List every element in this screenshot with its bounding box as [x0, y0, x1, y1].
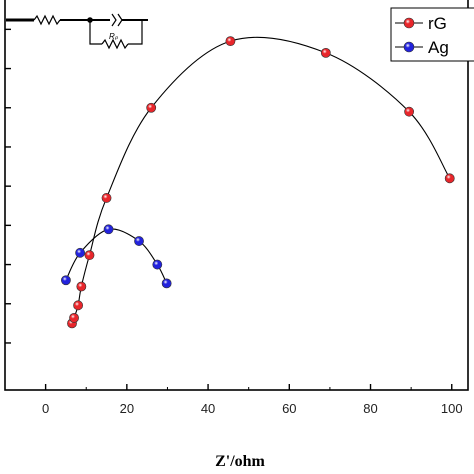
data-point-series-1: [103, 224, 114, 235]
legend: rG Ag: [390, 7, 474, 62]
circuit-branch-right: [128, 20, 143, 45]
legend-marker-rg: [403, 17, 415, 29]
resistor-rs-icon: [33, 14, 61, 26]
data-point-series-0: [84, 250, 95, 261]
legend-marker-ag: [403, 41, 415, 53]
cpe-element-icon: [111, 13, 117, 27]
fit-lines: [65, 36, 451, 324]
cpe-element-icon-2: [117, 13, 123, 27]
circuit-rp-label: Rₚ: [109, 32, 119, 41]
x-axis-ticks: 0 20 40 60 80 100: [4, 384, 463, 416]
equivalent-circuit-inset: [6, 13, 148, 50]
data-point-series-0: [76, 281, 87, 292]
legend-label-rg: rG: [428, 14, 447, 33]
data-point-series-0: [444, 173, 455, 184]
data-points: [61, 36, 455, 329]
x-tick-label: 60: [282, 401, 296, 416]
circuit-branch: [89, 20, 102, 45]
data-point-series-1: [152, 259, 163, 270]
x-tick-label: 40: [201, 401, 215, 416]
plot-frame: [4, 0, 469, 391]
x-axis-title: Z'/ohm: [215, 453, 265, 470]
x-tick-label: 0: [42, 401, 49, 416]
data-point-series-0: [404, 106, 415, 117]
data-point-series-0: [225, 36, 236, 47]
data-point-series-1: [75, 247, 86, 258]
data-point-series-0: [101, 193, 112, 203]
x-tick-label: 80: [363, 401, 377, 416]
data-point-series-0: [69, 312, 79, 323]
data-point-series-1: [161, 278, 172, 289]
data-point-series-1: [61, 275, 71, 286]
x-tick-label: 20: [120, 401, 134, 416]
data-point-series-0: [73, 300, 84, 311]
data-point-series-0: [146, 102, 157, 113]
fit-line-series-0: [71, 36, 451, 324]
legend-box: [390, 7, 474, 62]
y-axis-ticks: [5, 28, 11, 344]
x-tick-label: 100: [441, 401, 463, 416]
data-point-series-1: [134, 236, 144, 246]
resistor-rp-icon: [101, 38, 129, 50]
data-point-series-0: [320, 47, 331, 58]
legend-item-rg: rG: [395, 14, 447, 33]
legend-label-ag: Ag: [428, 38, 449, 57]
legend-item-ag: Ag: [395, 38, 449, 57]
